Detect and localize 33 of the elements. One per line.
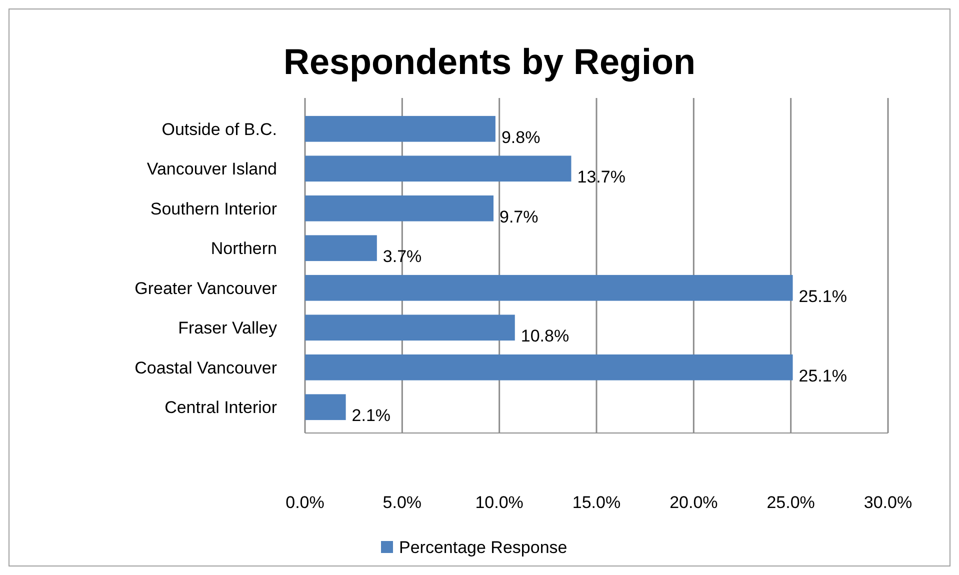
y-tick-label: Fraser Valley [178,318,278,338]
bar [305,314,515,341]
x-tick-label: 10.0% [475,493,524,512]
x-tick-label: 25.0% [766,493,815,512]
y-tick-label: Coastal Vancouver [134,358,278,378]
data-label: 2.1% [352,406,391,426]
bar [305,116,496,142]
y-tick-label: Central Interior [164,398,278,418]
bar [305,354,793,380]
bar [305,235,377,262]
x-tick-label: 5.0% [382,493,422,512]
x-tick-label: 20.0% [670,493,718,512]
y-tick-label: Vancouver Island [146,160,277,179]
y-tick-label: Outside of B.C. [162,120,277,139]
y-tick-label: Greater Vancouver [134,278,278,298]
data-label: 10.8% [520,326,570,346]
data-label: 3.7% [382,247,422,266]
x-tick-label: 15.0% [572,493,621,512]
bar [305,156,572,182]
bar [305,274,793,301]
data-label: 25.1% [798,366,847,386]
legend-label: Percentage Response [399,538,568,557]
x-tick-label: 0.0% [286,493,324,512]
data-label: 9.7% [500,207,538,226]
data-label: 13.7% [577,168,626,187]
y-tick-label: Northern [210,239,277,258]
bar [305,394,346,420]
bar [305,195,494,222]
data-label: 25.1% [798,286,847,306]
chart-title: Respondents by Region [283,41,696,82]
y-tick-label: Southern Interior [150,199,278,218]
x-tick-label: 30.0% [864,493,912,512]
data-label: 9.8% [501,128,540,147]
